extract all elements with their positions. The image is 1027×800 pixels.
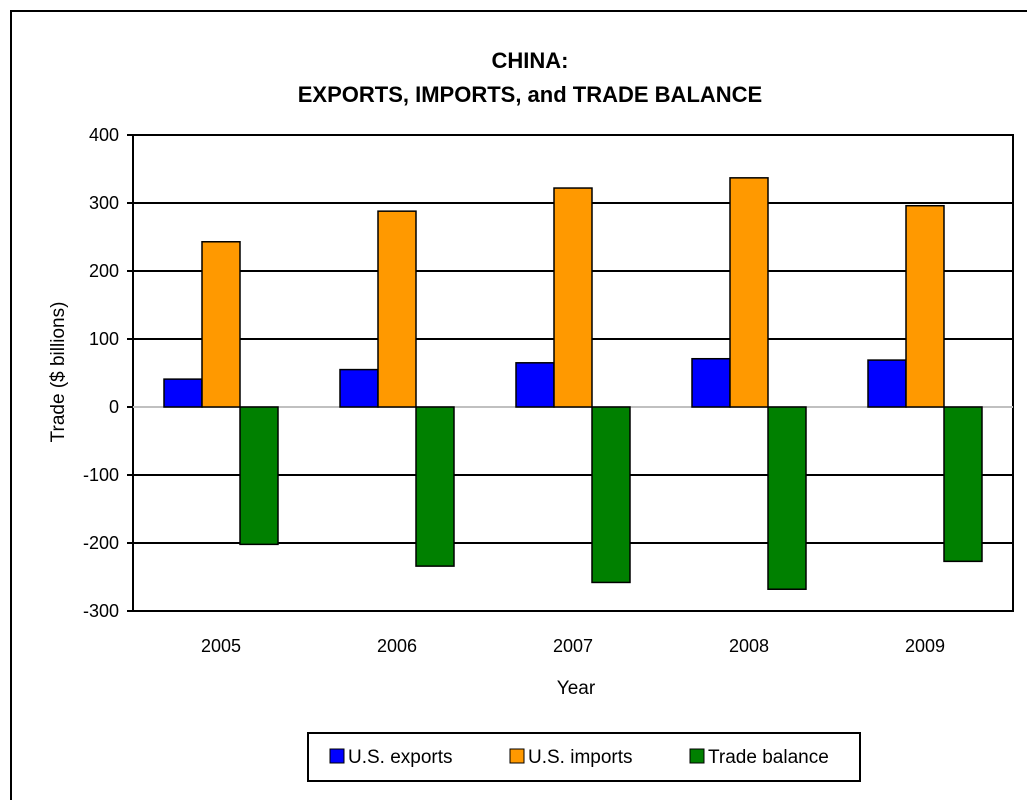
bar-u-s-exports-2009 xyxy=(867,359,907,408)
bar-u-s-imports-2006 xyxy=(377,210,417,408)
x-tick-label: 2008 xyxy=(729,636,769,656)
bar-u-s-imports-2009 xyxy=(905,204,945,408)
legend-swatch xyxy=(329,748,345,764)
x-tick-label: 2005 xyxy=(201,636,241,656)
y-tick-label: -300 xyxy=(83,601,119,621)
legend-label: U.S. exports xyxy=(348,747,453,768)
bar-trade-balance-2006 xyxy=(415,406,455,567)
bar-u-s-imports-2007 xyxy=(553,187,593,408)
bar-trade-balance-2007 xyxy=(591,406,631,584)
legend: U.S. exports U.S. imports Trade balance xyxy=(307,732,861,782)
bar-u-s-imports-2008 xyxy=(729,177,769,408)
legend-label: U.S. imports xyxy=(528,747,633,768)
y-tick-label: -200 xyxy=(83,533,119,553)
chart-title: CHINA: xyxy=(492,48,569,73)
legend-label: Trade balance xyxy=(708,747,829,768)
bar-u-s-exports-2006 xyxy=(339,368,379,408)
y-tick-label: 100 xyxy=(89,329,119,349)
bar-u-s-exports-2008 xyxy=(691,357,731,408)
bars xyxy=(163,177,983,590)
y-tick-label: 400 xyxy=(89,125,119,145)
y-axis-label: Trade ($ billions) xyxy=(48,302,69,443)
x-axis-ticks: 2005 2006 2007 2008 2009 xyxy=(201,636,945,656)
x-tick-label: 2009 xyxy=(905,636,945,656)
bar-trade-balance-2005 xyxy=(239,406,279,546)
legend-box xyxy=(307,732,861,782)
bar-u-s-imports-2005 xyxy=(201,241,241,408)
chart-subtitle: EXPORTS, IMPORTS, and TRADE BALANCE xyxy=(298,82,762,107)
bar-u-s-exports-2007 xyxy=(515,362,555,408)
x-tick-label: 2007 xyxy=(553,636,593,656)
legend-swatch xyxy=(689,748,705,764)
y-axis-ticks: 400 300 200 100 0 -100 -200 -300 xyxy=(83,125,133,621)
legend-swatch xyxy=(509,748,525,764)
x-tick-label: 2006 xyxy=(377,636,417,656)
y-tick-label: 0 xyxy=(109,397,119,417)
y-tick-label: 300 xyxy=(89,193,119,213)
y-tick-label: 200 xyxy=(89,261,119,281)
bar-trade-balance-2008 xyxy=(767,406,807,590)
chart-frame xyxy=(10,10,1027,800)
bar-trade-balance-2009 xyxy=(943,406,983,563)
bar-u-s-exports-2005 xyxy=(163,378,203,408)
x-axis-label: Year xyxy=(557,678,596,699)
y-tick-label: -100 xyxy=(83,465,119,485)
